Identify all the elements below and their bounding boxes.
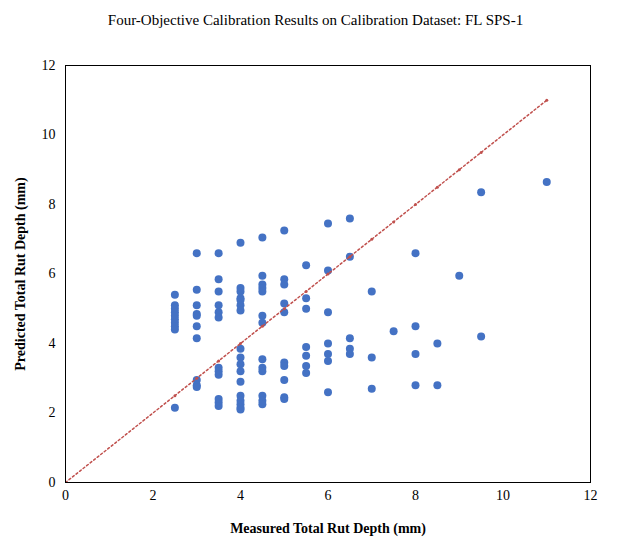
svg-text:0: 0 (49, 475, 56, 490)
svg-text:12: 12 (42, 58, 56, 73)
svg-text:Predicted Total Rut Depth (mm): Predicted Total Rut Depth (mm) (13, 177, 29, 371)
svg-text:2: 2 (49, 405, 56, 420)
svg-text:0: 0 (62, 488, 69, 503)
svg-text:8: 8 (49, 197, 56, 212)
svg-text:8: 8 (412, 488, 419, 503)
svg-text:10: 10 (42, 127, 56, 142)
svg-text:10: 10 (496, 488, 510, 503)
svg-text:2: 2 (150, 488, 157, 503)
svg-text:12: 12 (584, 488, 598, 503)
svg-text:4: 4 (237, 488, 244, 503)
svg-text:6: 6 (49, 266, 56, 281)
svg-text:6: 6 (325, 488, 332, 503)
svg-text:4: 4 (49, 336, 56, 351)
html-text:Four-Objective Calibration Res: Four-Objective Calibration Results on Ca… (107, 12, 524, 28)
svg-text:Measured Total Rut Depth (mm): Measured Total Rut Depth (mm) (230, 521, 426, 537)
